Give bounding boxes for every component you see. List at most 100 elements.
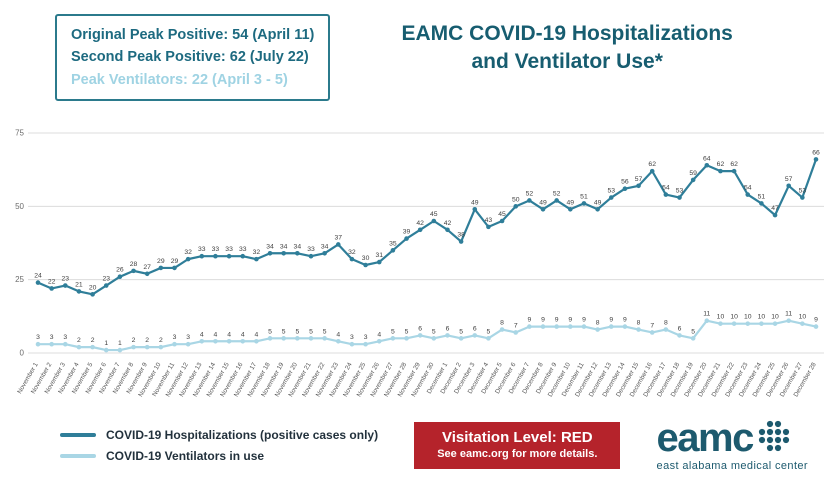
svg-text:5: 5 bbox=[487, 329, 491, 336]
svg-text:10: 10 bbox=[744, 314, 752, 321]
svg-text:7: 7 bbox=[514, 323, 518, 330]
svg-text:62: 62 bbox=[730, 162, 738, 169]
eamc-logo-row: eamc bbox=[657, 418, 791, 458]
svg-text:5: 5 bbox=[282, 329, 286, 336]
svg-text:5: 5 bbox=[323, 329, 327, 336]
svg-text:38: 38 bbox=[457, 232, 465, 239]
svg-text:42: 42 bbox=[416, 220, 424, 227]
chart-area: 0 25 50 75 24 22 23 21 20 23 26 28 27 29 29 32 33 33 33 33 3… bbox=[0, 105, 834, 412]
legend-item-hospitalizations: COVID-19 Hospitalizations (positive case… bbox=[60, 428, 378, 442]
header: Original Peak Positive: 54 (April 11) Se… bbox=[0, 0, 834, 102]
hospitalizations-line-swatch bbox=[60, 432, 96, 437]
svg-text:4: 4 bbox=[227, 332, 231, 339]
svg-text:22: 22 bbox=[48, 279, 56, 286]
ventilators-line-swatch bbox=[60, 453, 96, 458]
svg-text:2: 2 bbox=[145, 338, 149, 345]
visitation-level-text: Visitation Level: RED bbox=[442, 428, 593, 446]
svg-text:43: 43 bbox=[485, 217, 493, 224]
svg-text:42: 42 bbox=[444, 220, 452, 227]
svg-text:10: 10 bbox=[771, 314, 779, 321]
svg-text:6: 6 bbox=[678, 326, 682, 333]
svg-text:54: 54 bbox=[662, 185, 670, 192]
legend-item-ventilators: COVID-19 Ventilators in use bbox=[60, 449, 378, 463]
svg-text:50: 50 bbox=[15, 202, 24, 211]
svg-text:33: 33 bbox=[212, 247, 220, 254]
svg-text:0: 0 bbox=[20, 349, 25, 358]
svg-text:57: 57 bbox=[785, 176, 793, 183]
svg-text:33: 33 bbox=[225, 247, 233, 254]
svg-text:10: 10 bbox=[717, 314, 725, 321]
eamc-logo-plus-icon bbox=[758, 421, 789, 452]
svg-text:45: 45 bbox=[430, 211, 438, 218]
svg-text:53: 53 bbox=[676, 188, 684, 195]
svg-text:2: 2 bbox=[91, 338, 95, 345]
stat-second-peak: Second Peak Positive: 62 (July 22) bbox=[71, 49, 309, 66]
svg-text:8: 8 bbox=[596, 320, 600, 327]
svg-text:29: 29 bbox=[157, 258, 165, 265]
svg-text:33: 33 bbox=[198, 247, 206, 254]
svg-text:34: 34 bbox=[321, 244, 329, 251]
svg-text:75: 75 bbox=[15, 129, 24, 138]
svg-text:5: 5 bbox=[405, 329, 409, 336]
svg-text:5: 5 bbox=[691, 329, 695, 336]
svg-text:11: 11 bbox=[703, 311, 710, 318]
svg-text:52: 52 bbox=[553, 191, 561, 198]
svg-text:6: 6 bbox=[473, 326, 477, 333]
svg-text:8: 8 bbox=[664, 320, 668, 327]
svg-text:35: 35 bbox=[389, 241, 397, 248]
svg-text:3: 3 bbox=[350, 335, 354, 342]
peak-stats-box: Original Peak Positive: 54 (April 11) Se… bbox=[55, 14, 331, 102]
svg-text:33: 33 bbox=[307, 247, 315, 254]
svg-text:25: 25 bbox=[15, 276, 24, 285]
svg-text:26: 26 bbox=[116, 267, 124, 274]
svg-text:6: 6 bbox=[418, 326, 422, 333]
svg-text:1: 1 bbox=[104, 340, 108, 347]
svg-text:2: 2 bbox=[132, 338, 136, 345]
svg-text:8: 8 bbox=[500, 320, 504, 327]
svg-text:51: 51 bbox=[580, 194, 588, 201]
svg-text:49: 49 bbox=[471, 200, 479, 207]
page-title-line-2: and Ventilator Use* bbox=[471, 50, 663, 74]
svg-text:29: 29 bbox=[171, 258, 179, 265]
svg-text:9: 9 bbox=[568, 317, 572, 324]
svg-text:23: 23 bbox=[62, 276, 70, 283]
svg-text:62: 62 bbox=[717, 162, 725, 169]
eamc-logo: eamc east alabama medical center bbox=[657, 418, 808, 472]
svg-text:53: 53 bbox=[607, 188, 615, 195]
svg-text:32: 32 bbox=[253, 250, 261, 257]
svg-text:4: 4 bbox=[254, 332, 258, 339]
svg-text:10: 10 bbox=[758, 314, 766, 321]
svg-text:64: 64 bbox=[703, 156, 711, 163]
svg-text:39: 39 bbox=[403, 229, 411, 236]
svg-text:4: 4 bbox=[377, 332, 381, 339]
legend-label-ventilators: COVID-19 Ventilators in use bbox=[106, 448, 265, 463]
svg-text:10: 10 bbox=[799, 314, 807, 321]
svg-text:34: 34 bbox=[280, 244, 288, 251]
svg-text:2: 2 bbox=[77, 338, 81, 345]
stat-original-peak: Original Peak Positive: 54 (April 11) bbox=[71, 27, 315, 43]
svg-text:31: 31 bbox=[375, 252, 383, 259]
page-title: EAMC COVID-19 Hospitalizations and Venti… bbox=[330, 14, 804, 77]
svg-text:4: 4 bbox=[214, 332, 218, 339]
svg-text:9: 9 bbox=[555, 317, 559, 324]
svg-text:7: 7 bbox=[650, 323, 654, 330]
visitation-details-text: See eamc.org for more details. bbox=[437, 447, 598, 460]
svg-text:51: 51 bbox=[758, 194, 766, 201]
svg-text:5: 5 bbox=[391, 329, 395, 336]
svg-text:5: 5 bbox=[309, 329, 313, 336]
svg-text:34: 34 bbox=[266, 244, 274, 251]
svg-text:3: 3 bbox=[63, 335, 67, 342]
legend-label-hospitalizations: COVID-19 Hospitalizations (positive case… bbox=[106, 427, 379, 442]
svg-text:5: 5 bbox=[459, 329, 463, 336]
visitation-level-banner: Visitation Level: RED See eamc.org for m… bbox=[414, 421, 621, 469]
page-title-line-1: EAMC COVID-19 Hospitalizations bbox=[401, 22, 733, 45]
svg-text:66: 66 bbox=[812, 150, 820, 157]
eamc-logo-text: eamc bbox=[656, 416, 755, 461]
svg-text:50: 50 bbox=[512, 197, 520, 204]
svg-text:28: 28 bbox=[130, 261, 138, 268]
svg-text:32: 32 bbox=[348, 250, 356, 257]
svg-text:2: 2 bbox=[159, 338, 163, 345]
footer: COVID-19 Hospitalizations (positive case… bbox=[0, 414, 834, 472]
svg-text:4: 4 bbox=[241, 332, 245, 339]
